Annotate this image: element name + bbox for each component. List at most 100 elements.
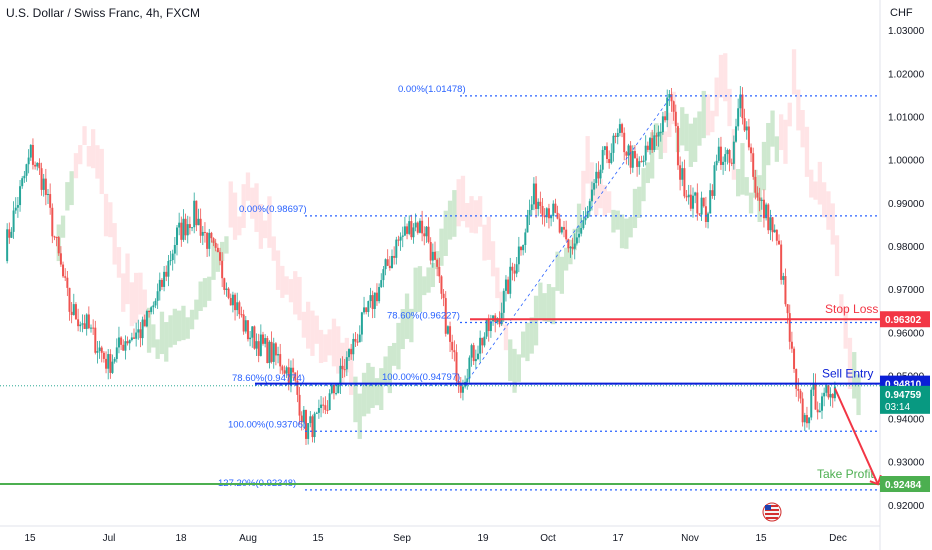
cloud-segment bbox=[91, 129, 96, 169]
candle-body bbox=[403, 226, 406, 236]
x-tick-label: Nov bbox=[681, 533, 699, 544]
candle-body bbox=[139, 329, 142, 339]
cloud-segment bbox=[396, 322, 401, 370]
cloud-segment bbox=[490, 241, 496, 277]
candle-body bbox=[726, 150, 729, 155]
candle-body bbox=[833, 386, 836, 399]
candle-body bbox=[808, 417, 811, 424]
candle-body bbox=[436, 259, 439, 267]
candle-body bbox=[709, 190, 712, 214]
candle-body bbox=[197, 218, 200, 226]
x-tick-label: Dec bbox=[829, 533, 847, 544]
candle-body bbox=[96, 351, 99, 353]
cloud-segment bbox=[766, 122, 771, 166]
candle-body bbox=[517, 246, 520, 265]
candle-body bbox=[479, 337, 482, 354]
cloud-segment bbox=[310, 310, 315, 356]
candle-body bbox=[704, 206, 707, 223]
cloud-segment bbox=[422, 276, 427, 296]
candle-body bbox=[547, 208, 550, 219]
cloud-segment bbox=[564, 247, 569, 271]
candle-body bbox=[57, 237, 60, 254]
candle-body bbox=[524, 232, 527, 246]
cloud-segment bbox=[452, 190, 457, 237]
cloud-segment bbox=[817, 161, 822, 205]
candle-body bbox=[350, 349, 353, 355]
cloud-segment bbox=[177, 310, 182, 342]
candle-body bbox=[571, 246, 574, 249]
cloud-segment bbox=[73, 153, 79, 179]
cloud-segment bbox=[774, 136, 779, 162]
us-flag-icon bbox=[762, 502, 782, 522]
cloud-segment bbox=[546, 284, 552, 322]
cloud-segment bbox=[710, 110, 715, 133]
cloud-segment bbox=[271, 236, 276, 261]
candle-body bbox=[582, 220, 585, 229]
candle-body bbox=[586, 211, 589, 218]
cloud-segment bbox=[533, 295, 539, 346]
cloud-segment bbox=[512, 348, 517, 393]
candle-body bbox=[825, 385, 828, 393]
candle-body bbox=[315, 412, 318, 414]
candle-body bbox=[672, 101, 675, 112]
cloud-segment bbox=[645, 162, 650, 184]
candle-body bbox=[814, 383, 817, 410]
candle-body bbox=[732, 141, 735, 164]
cloud-segment bbox=[275, 250, 281, 290]
candle-body bbox=[176, 227, 178, 245]
candle-body bbox=[595, 171, 598, 184]
candle-body bbox=[418, 220, 421, 233]
candle-body bbox=[425, 226, 428, 237]
candle-body bbox=[451, 341, 454, 351]
candle-body bbox=[47, 194, 49, 196]
candle-body bbox=[253, 326, 256, 349]
cloud-segment bbox=[834, 235, 840, 277]
candle-body bbox=[371, 295, 374, 309]
cloud-segment bbox=[181, 305, 186, 341]
candle-body bbox=[393, 255, 396, 258]
candle-body bbox=[778, 240, 780, 245]
candle-body bbox=[111, 361, 114, 373]
candle-body bbox=[21, 178, 24, 187]
candle-body bbox=[266, 338, 269, 364]
candle-body bbox=[42, 178, 45, 190]
candle-body bbox=[638, 161, 641, 167]
candle-body bbox=[240, 314, 243, 316]
candle-body bbox=[483, 336, 486, 346]
x-tick-label: 19 bbox=[477, 533, 489, 544]
projection-arrowhead bbox=[869, 474, 882, 486]
cloud-segment bbox=[86, 146, 91, 167]
candle-body bbox=[219, 252, 221, 261]
x-tick-label: Oct bbox=[540, 533, 556, 544]
candle-body bbox=[257, 341, 260, 356]
candle-body bbox=[212, 238, 215, 243]
candle-body bbox=[554, 203, 557, 213]
candle-body bbox=[10, 231, 13, 238]
candle-body bbox=[356, 341, 359, 343]
candle-body bbox=[184, 218, 187, 236]
x-tick-label: Jul bbox=[103, 533, 116, 544]
y-tick-label: 1.01000 bbox=[888, 112, 925, 123]
cloud-segment bbox=[529, 317, 534, 354]
cloud-segment bbox=[478, 196, 483, 227]
cloud-segment bbox=[439, 228, 444, 266]
candle-body bbox=[90, 327, 92, 329]
candle-body bbox=[569, 246, 572, 249]
cloud-segment bbox=[723, 53, 728, 102]
candle-body bbox=[107, 354, 110, 369]
cloud-segment bbox=[727, 88, 732, 127]
cloud-segment bbox=[258, 204, 263, 249]
cloud-segment bbox=[839, 294, 844, 314]
candle-body bbox=[238, 302, 241, 315]
candle-body bbox=[539, 201, 542, 206]
cloud-segment bbox=[306, 301, 311, 349]
candle-body bbox=[83, 323, 86, 329]
candle-body bbox=[72, 304, 75, 315]
cloud-segment bbox=[800, 110, 805, 148]
candle-body bbox=[388, 265, 391, 269]
candle-body bbox=[62, 264, 65, 277]
x-tick-label: 17 bbox=[612, 533, 624, 544]
cloud-segment bbox=[594, 184, 599, 216]
candle-body bbox=[715, 160, 718, 166]
